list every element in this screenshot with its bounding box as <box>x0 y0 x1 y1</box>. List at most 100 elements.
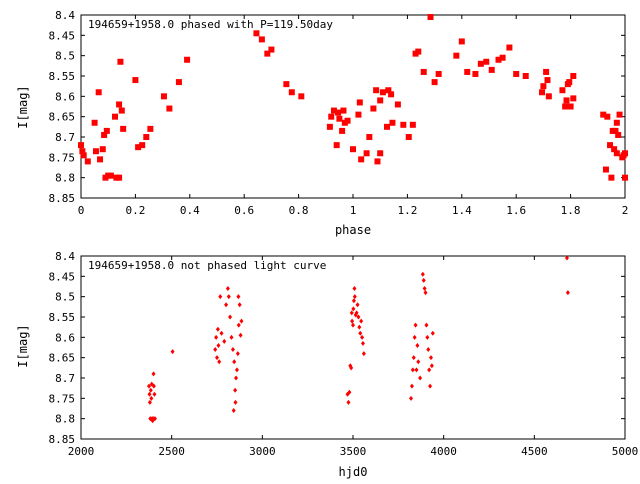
phased-plot-data-point <box>613 150 620 157</box>
unphased-plot-data-point <box>355 302 360 308</box>
unphased-plot-data-point <box>412 334 417 340</box>
phased-plot-ytick-label: 8.6 <box>55 90 75 103</box>
unphased-plot-data-point <box>349 310 354 316</box>
phased-plot-data-point <box>326 123 333 130</box>
unphased-plot-ytick-label: 8.5 <box>55 291 75 304</box>
unphased-plot-data-point <box>235 351 240 357</box>
unphased-plot-data-point <box>418 375 423 381</box>
unphased-plot-xtick-label: 4000 <box>430 445 457 458</box>
phased-plot-frame <box>80 14 626 199</box>
unphased-plot-data-point <box>149 395 154 401</box>
unphased-plot-data-point <box>215 326 220 332</box>
phased-plot-data-point <box>99 146 106 153</box>
phased-plot-data-point <box>604 113 611 120</box>
unphased-plot-data-point <box>237 302 242 308</box>
unphased-plot-xtick-label: 2500 <box>158 445 185 458</box>
phased-plot-data-point <box>600 111 607 118</box>
unphased-plot-data-point <box>147 391 152 397</box>
unphased-plot-data-point <box>409 395 414 401</box>
phased-plot-data-point <box>264 50 271 57</box>
phased-plot-data-point <box>298 93 305 100</box>
unphased-plot-data-point <box>233 399 238 405</box>
unphased-plot-ylabel: I[mag] <box>16 324 30 367</box>
unphased-plot-data-point <box>356 314 361 320</box>
phased-plot-data-point <box>147 125 154 132</box>
phased-plot-data-point <box>79 148 86 155</box>
unphased-plot-data-point <box>234 375 239 381</box>
phased-plot-ytick-label: 8.45 <box>49 29 76 42</box>
phased-plot-xtick-label: 1.6 <box>506 204 526 217</box>
unphased-plot-data-point <box>170 349 175 355</box>
unphased-plot-data-point <box>351 298 356 304</box>
phased-plot-data-point <box>431 79 438 86</box>
phased-plot-data-point <box>400 121 407 128</box>
phased-plot-data-point <box>384 123 390 130</box>
phased-plot-data-point <box>143 134 150 140</box>
unphased-plot-data-point <box>151 383 156 389</box>
phased-plot-data-point <box>602 166 609 173</box>
phased-plot-data-point <box>420 68 427 75</box>
phased-plot-data-point <box>366 134 373 140</box>
phased-plot-data-point <box>373 87 380 94</box>
phased-plot-xtick-label: 0.2 <box>125 204 145 217</box>
phased-plot-data-point <box>570 95 577 102</box>
phased-plot-ytick-label: 8.85 <box>49 192 76 205</box>
unphased-plot-data-point <box>420 271 425 277</box>
unphased-plot-data-point <box>428 383 433 389</box>
unphased-plot-data-point <box>216 342 221 348</box>
phased-plot-data-point <box>545 93 552 100</box>
phased-plot-data-point <box>607 142 614 149</box>
unphased-plot-data-point <box>350 318 355 324</box>
phased-plot-data-point <box>330 107 337 114</box>
phased-plot-data-point <box>103 127 110 134</box>
unphased-plot-data-point <box>409 383 414 389</box>
phased-plot-data-point <box>112 113 118 120</box>
phased-plot-data-point <box>622 174 628 181</box>
unphased-plot-data-point <box>410 367 415 373</box>
unphased-plot-data-point <box>425 334 430 340</box>
unphased-plot-ytick-label: 8.4 <box>55 250 75 263</box>
unphased-plot-data-point <box>234 367 239 373</box>
unphased-plot-data-point <box>233 387 238 393</box>
phased-plot-data-point <box>370 105 377 112</box>
unphased-plot-data-point <box>361 351 366 357</box>
unphased-plot-data-point <box>222 338 227 344</box>
unphased-plot-ytick-label: 8.55 <box>49 311 76 324</box>
phased-plot-data-point <box>160 93 167 100</box>
phased-plot-data-point <box>543 68 550 75</box>
unphased-plot-data-point <box>413 322 418 328</box>
unphased-plot-data-point <box>152 416 157 422</box>
unphased-plot-ytick-label: 8.8 <box>55 413 75 426</box>
phased-plot-data-point <box>522 73 529 79</box>
unphased-plot-data-point <box>148 387 153 393</box>
phased-plot-data-point <box>336 115 343 122</box>
unphased-plot-data-point <box>426 347 431 353</box>
unphased-plot-data-point <box>360 340 365 346</box>
phased-plot-data-point <box>389 119 396 126</box>
phased-plot-data-point <box>435 70 442 77</box>
phased-plot-data-point <box>562 103 569 110</box>
phased-plot-data-point <box>563 97 570 104</box>
unphased-plot-xtick-label: 5000 <box>612 445 639 458</box>
phased-plot-data-point <box>377 97 384 104</box>
unphased-plot-data-point <box>147 383 151 389</box>
unphased-plot-data-point <box>349 365 354 371</box>
unphased-plot-data-point <box>351 322 355 328</box>
unphased-plot-ytick-label: 8.7 <box>55 372 75 385</box>
phased-plot-data-point <box>80 152 87 159</box>
unphased-plot-panel: 194659+1958.0 not phased light curve hjd… <box>16 250 638 479</box>
unphased-plot-data-point <box>352 294 357 300</box>
phased-plot-xtick-label: 1.2 <box>397 204 417 217</box>
unphased-plot-ytick-label: 8.45 <box>49 270 76 283</box>
unphased-plot-data-point <box>414 367 419 373</box>
phased-plot-data-point <box>117 58 124 65</box>
phased-plot-data-point <box>570 73 577 79</box>
unphased-plot-data-point <box>357 324 362 330</box>
phased-plot-data-point <box>374 158 381 165</box>
phased-plot-data-point <box>328 113 335 120</box>
phased-plot-ytick-label: 8.75 <box>49 151 76 164</box>
phased-plot-data-point <box>268 46 275 53</box>
phased-plot-data-point <box>415 48 422 55</box>
unphased-plot-xtick-label: 3000 <box>249 445 276 458</box>
